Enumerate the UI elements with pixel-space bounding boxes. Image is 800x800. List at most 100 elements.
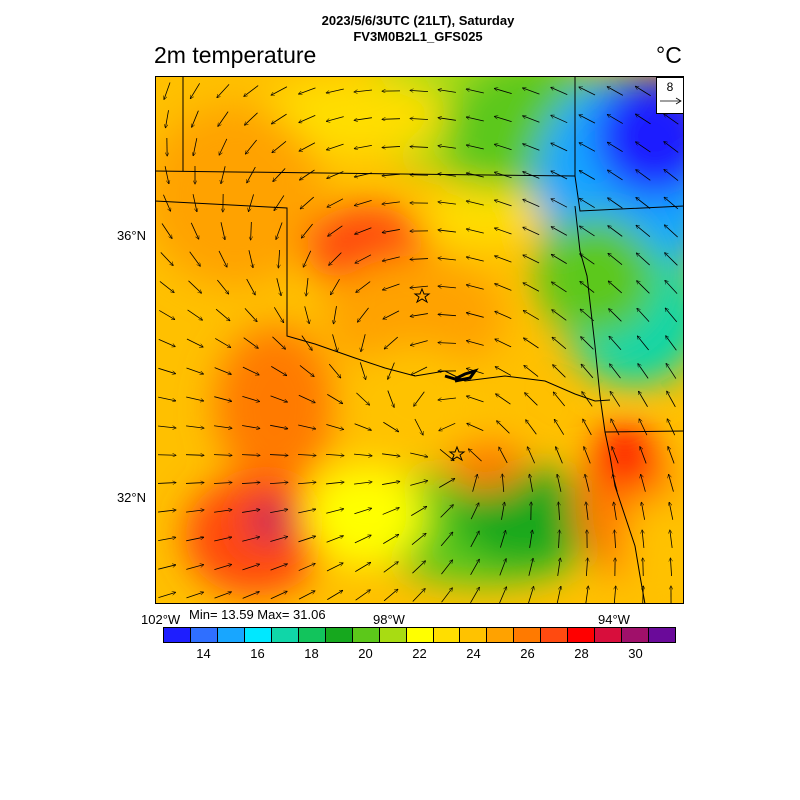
wind-vector bbox=[642, 530, 644, 548]
wind-vector bbox=[269, 455, 288, 456]
wind-vector bbox=[382, 119, 401, 120]
wind-vector bbox=[664, 169, 679, 181]
wind-vector bbox=[551, 115, 568, 124]
wind-vector bbox=[612, 447, 619, 464]
wind-vector bbox=[495, 311, 512, 319]
wind-vector bbox=[242, 537, 259, 542]
wind-vector bbox=[523, 172, 540, 179]
wind-vector bbox=[359, 362, 365, 379]
colorbar-swatch bbox=[460, 628, 488, 642]
wind-vector bbox=[582, 392, 593, 407]
wind-vector bbox=[440, 505, 454, 518]
wind-vector bbox=[270, 395, 288, 402]
wind-vector bbox=[553, 392, 566, 407]
wind-vector bbox=[270, 537, 287, 542]
wind-vector bbox=[438, 118, 456, 121]
wind-vector bbox=[161, 223, 172, 239]
wind-vector bbox=[242, 425, 260, 429]
wind-vector bbox=[638, 364, 649, 379]
wind-vector bbox=[326, 482, 344, 484]
wind-vector bbox=[242, 366, 259, 375]
wind-vector bbox=[523, 88, 540, 95]
wind-vector bbox=[551, 199, 568, 208]
wind-vector bbox=[466, 285, 484, 290]
lon-label-94w: 94°W bbox=[598, 612, 630, 627]
wind-vector bbox=[470, 559, 480, 576]
colorbar-label: 16 bbox=[250, 646, 265, 661]
wind-vector bbox=[164, 82, 171, 100]
wind-vector bbox=[466, 257, 484, 262]
wind-vector bbox=[298, 394, 315, 402]
wind-vector bbox=[636, 198, 651, 209]
wind-vector bbox=[186, 396, 204, 401]
wind-vector bbox=[494, 88, 512, 94]
wind-vector bbox=[214, 367, 232, 375]
wind-vector bbox=[411, 533, 426, 545]
wind-vector bbox=[354, 144, 372, 148]
wind-vector bbox=[326, 88, 344, 93]
wind-vector bbox=[270, 509, 288, 514]
wind-vector bbox=[495, 284, 512, 291]
wind-vector bbox=[213, 482, 232, 483]
wind-vector bbox=[466, 368, 484, 374]
wind-vector bbox=[614, 502, 617, 520]
wind-vector bbox=[551, 227, 568, 236]
wind-vector bbox=[438, 202, 456, 205]
wind-vector bbox=[276, 278, 281, 295]
wind-vector bbox=[529, 530, 533, 548]
wind-vector bbox=[243, 337, 259, 349]
wind-vector bbox=[410, 147, 429, 148]
wind-vector bbox=[383, 589, 398, 602]
wind-vector bbox=[441, 588, 453, 603]
wind-vector bbox=[298, 536, 315, 543]
wind-vector bbox=[354, 535, 371, 544]
colorbar-swatch bbox=[298, 628, 326, 642]
wind-vector bbox=[158, 537, 176, 542]
wind-vector bbox=[186, 565, 203, 570]
wind-vector bbox=[580, 254, 595, 265]
wind-vector bbox=[298, 509, 316, 514]
wind-vector bbox=[608, 253, 623, 265]
wind-vector bbox=[221, 166, 226, 183]
wind-vector bbox=[523, 255, 540, 264]
wind-vector bbox=[557, 474, 562, 492]
wind-vector bbox=[411, 506, 426, 516]
wind-vector bbox=[466, 117, 484, 122]
wind-vector bbox=[158, 592, 175, 599]
wind-vector bbox=[438, 343, 457, 344]
wind-vector bbox=[354, 89, 372, 92]
wind-vector bbox=[607, 87, 624, 96]
wind-vector bbox=[579, 143, 596, 152]
wind-vector bbox=[670, 530, 673, 548]
wind-vector bbox=[217, 84, 230, 97]
wind-vector bbox=[579, 198, 595, 209]
wind-vector bbox=[382, 453, 400, 456]
wind-vector bbox=[502, 474, 503, 493]
wind-vector bbox=[664, 142, 679, 153]
wind-vector bbox=[494, 172, 512, 179]
wind-vector bbox=[158, 425, 176, 428]
wind-vector bbox=[242, 510, 260, 513]
wind-vector bbox=[667, 419, 676, 436]
wind-vector bbox=[185, 455, 204, 456]
wind-vector bbox=[217, 279, 228, 294]
wind-vector bbox=[326, 116, 344, 122]
wind-vector bbox=[466, 173, 484, 178]
wind-vector bbox=[274, 195, 285, 210]
wind-vector bbox=[298, 424, 316, 429]
wind-vector bbox=[643, 586, 644, 604]
wind-vector bbox=[410, 118, 429, 119]
wind-vector bbox=[272, 141, 287, 152]
wind-vector bbox=[610, 391, 621, 407]
wind-vector bbox=[496, 394, 511, 405]
wind-vector bbox=[160, 252, 173, 265]
colorbar-swatch bbox=[649, 628, 676, 642]
lon-label-102w: 102°W bbox=[141, 612, 181, 627]
lat-label-32n: 32°N bbox=[116, 490, 146, 505]
wind-vector bbox=[412, 561, 425, 574]
wind-vector bbox=[495, 256, 512, 263]
wind-vector bbox=[579, 226, 595, 237]
wind-vector bbox=[636, 253, 650, 266]
wind-vector bbox=[579, 171, 596, 180]
wind-vector bbox=[411, 366, 428, 375]
